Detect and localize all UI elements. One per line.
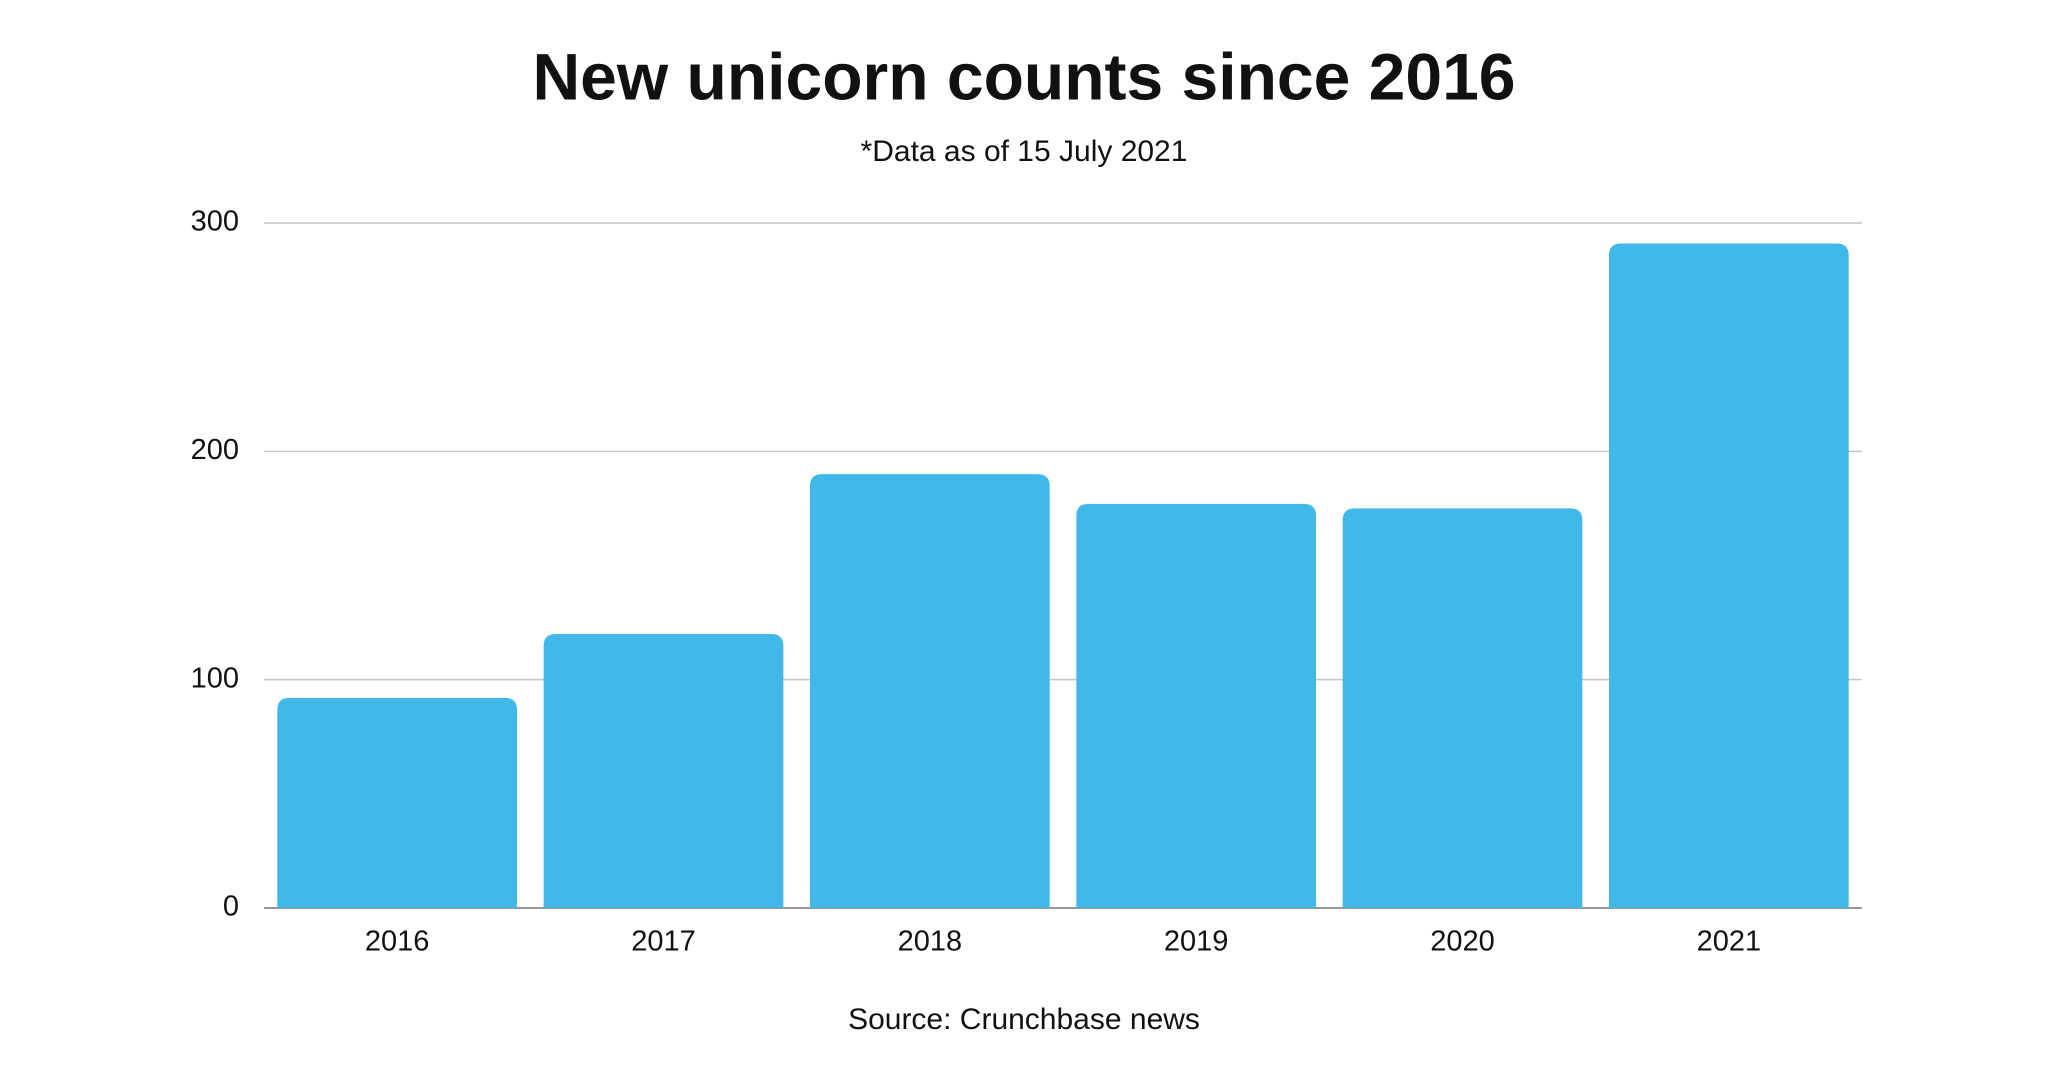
y-tick-label: 100 [191,662,239,694]
x-tick-label: 2020 [1430,926,1495,958]
chart-title: New unicorn counts since 2016 [533,39,1516,113]
y-tick-label: 0 [223,891,239,923]
y-tick-label: 200 [191,434,239,466]
bar [1608,243,1849,909]
x-tick-label: 2021 [1697,926,1762,958]
y-tick-label: 300 [191,206,239,238]
bar [543,634,784,908]
bar [1342,508,1583,908]
bar [277,697,518,908]
x-tick-label: 2019 [1164,926,1229,958]
x-tick-label: 2018 [898,926,963,958]
bar [809,474,1050,908]
x-tick-label: 2017 [631,926,696,958]
bar [1076,503,1317,908]
chart-subtitle: *Data as of 15 July 2021 [861,135,1188,168]
source-note: Source: Crunchbase news [848,1003,1200,1036]
x-tick-label: 2016 [365,926,430,958]
